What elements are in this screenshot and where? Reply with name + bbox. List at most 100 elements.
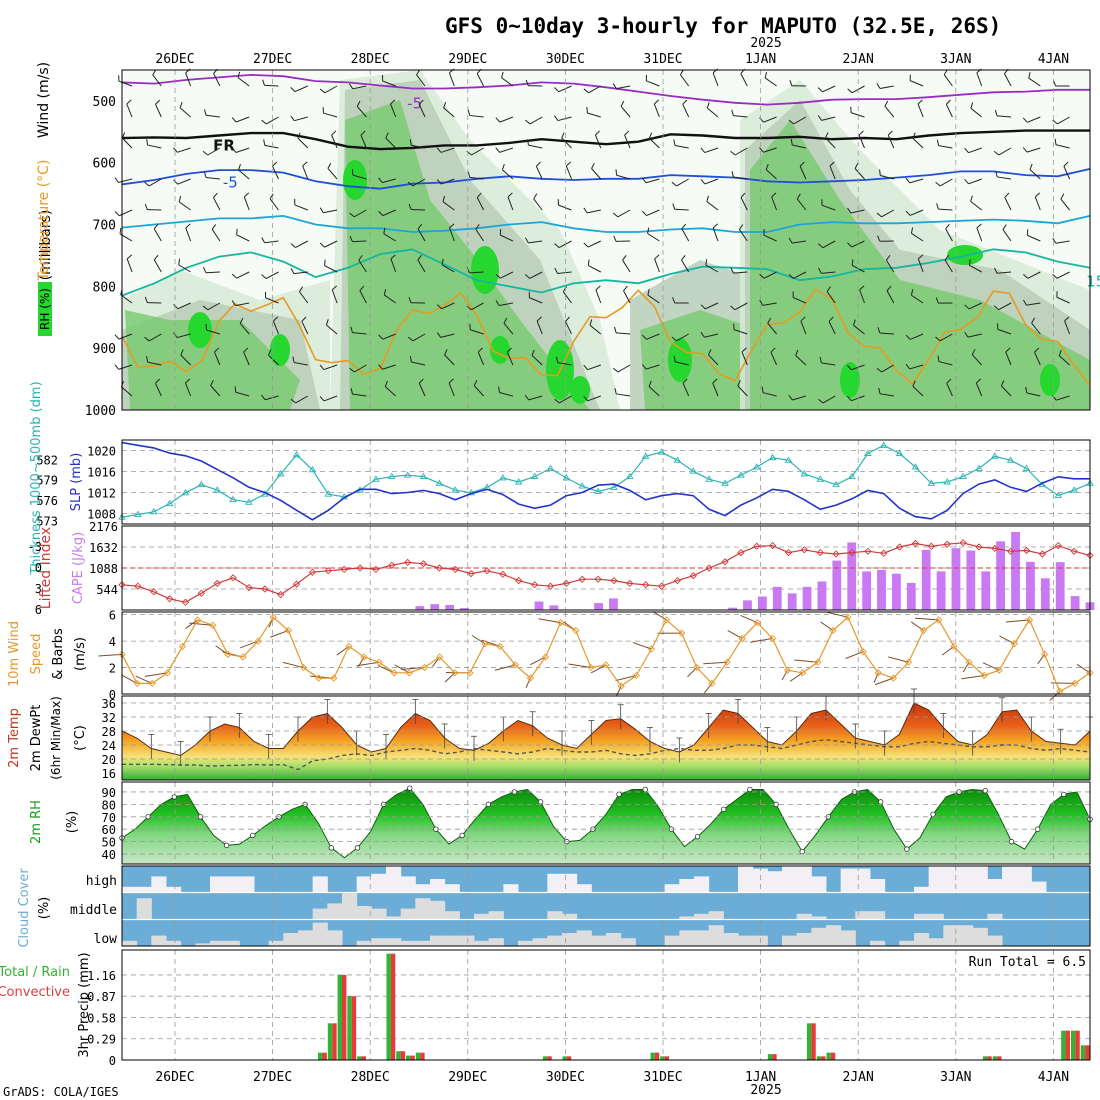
- thickness-point: [1022, 464, 1031, 471]
- wind-barb: [587, 364, 601, 371]
- wind-speed-point: [133, 679, 141, 688]
- wind-axis-label-4: (m/s): [73, 637, 88, 671]
- precip-convective-bar: [772, 1054, 777, 1060]
- wind-barb-flag: [595, 130, 601, 136]
- wind-barb-flag: [527, 139, 529, 146]
- wind-barb-flag: [741, 347, 747, 353]
- upper-air-panel: -5-5FRFR-5-510101515: [114, 68, 1100, 410]
- wind-barb: [705, 264, 719, 273]
- cape-bar: [862, 571, 872, 610]
- wind-barb: [740, 197, 748, 211]
- wind-speed-point: [496, 642, 504, 651]
- lifted-index-point: [546, 582, 555, 590]
- wind-barb: [793, 116, 807, 125]
- wind-barb-flag: [119, 227, 122, 234]
- wind-speed-point: [965, 658, 973, 666]
- wind-barb-flag: [237, 71, 241, 78]
- wind-barb: [119, 209, 133, 217]
- wind-barb: [940, 178, 953, 187]
- temperature-contour: [121, 168, 1091, 190]
- wind-barb-flag: [737, 380, 741, 386]
- wind-barb-flag: [495, 117, 501, 123]
- precip-total-bar: [816, 1056, 822, 1060]
- wind-barb-flag: [653, 99, 660, 105]
- wind-barb-flag: [679, 69, 684, 76]
- wind-barb-flag: [185, 378, 191, 384]
- wind-barb: [210, 385, 221, 397]
- wind-barb-flag: [946, 378, 952, 384]
- cloud-block: [958, 866, 974, 892]
- wind-barb-flag: [178, 195, 182, 202]
- wind-barb-flag: [349, 367, 355, 373]
- lifted-cape-frame: [121, 525, 1091, 611]
- wind-speed-point: [980, 671, 988, 680]
- cape-bar: [1011, 532, 1020, 610]
- date-label: 29DEC: [448, 52, 487, 67]
- wind-barb: [828, 321, 836, 335]
- wind-barb: [859, 289, 865, 304]
- temp-tick-label: 28: [102, 725, 116, 739]
- wind-barb: [205, 114, 220, 118]
- wind-barb-flag: [796, 193, 801, 200]
- wind-barb-flag: [203, 171, 207, 178]
- wind-barb-flag: [1023, 274, 1029, 279]
- rh-point: [616, 791, 622, 798]
- lifted-index-point: [245, 583, 253, 592]
- pressure-tick-label: 500: [93, 95, 116, 110]
- wind-barb: [976, 72, 983, 87]
- wind-barb-flag: [799, 161, 805, 167]
- thickness-line: [121, 444, 1091, 518]
- wind-speed-point: [1010, 640, 1019, 648]
- rh-tick-label: 70: [102, 811, 116, 825]
- cape-axis-label: CAPE (J/kg): [71, 532, 86, 604]
- precip-panel: [122, 950, 1090, 1061]
- precip-convective-bar: [1075, 1030, 1080, 1060]
- wind-barb: [118, 80, 133, 87]
- cloud-block: [356, 876, 372, 892]
- wind-barb: [712, 72, 719, 87]
- cloud-block: [400, 940, 416, 946]
- wind-barb: [853, 324, 865, 335]
- wind-barb-flag: [789, 79, 793, 86]
- thickness-point: [372, 475, 380, 482]
- cloud-block: [972, 927, 988, 946]
- rh-axis-label-1: 2m RH: [29, 800, 44, 844]
- wind-barb-flag: [524, 274, 531, 279]
- cloud-block: [664, 884, 680, 892]
- cloud-block: [503, 884, 519, 892]
- wind-barb: [624, 134, 631, 149]
- wind-barb-flag: [416, 69, 421, 76]
- wind-barb: [945, 228, 953, 242]
- wind-barb: [793, 271, 807, 279]
- wind-barb-flag: [826, 286, 831, 292]
- wind-barb-flag: [936, 139, 940, 146]
- lifted-index-point: [197, 589, 205, 597]
- wind-barb: [471, 147, 484, 156]
- wind-barb: [266, 116, 279, 125]
- lifted-index-point: [578, 575, 586, 583]
- temperature-contour: [121, 129, 1090, 151]
- wind-barb-flag: [648, 132, 653, 139]
- cloud-block: [679, 916, 695, 919]
- wind-barb-flag: [152, 69, 157, 76]
- cloud-block: [855, 868, 871, 892]
- wind-barb-flag: [800, 316, 806, 322]
- wind-barb: [646, 333, 660, 340]
- wind-barb: [412, 178, 426, 187]
- wind-barb-flag: [1029, 163, 1033, 170]
- wind-barb-flag: [671, 181, 677, 187]
- precip-total-bar: [1080, 1045, 1086, 1060]
- wind-barb-flag: [712, 223, 719, 229]
- thickness-point: [419, 472, 428, 480]
- precip-label-convective: Convective: [0, 985, 70, 1000]
- wind-barb: [153, 228, 162, 242]
- wind-barb: [1026, 392, 1041, 397]
- precip-convective-bar: [351, 996, 357, 1060]
- wind-barb: [617, 209, 631, 218]
- precip-convective-bar: [830, 1052, 836, 1060]
- wind-barb-flag: [828, 316, 834, 322]
- cloud-block: [312, 908, 328, 919]
- wind-barb: [997, 271, 1012, 274]
- wind-barb-flag: [712, 378, 718, 384]
- slp-thickness-frame: [121, 439, 1091, 525]
